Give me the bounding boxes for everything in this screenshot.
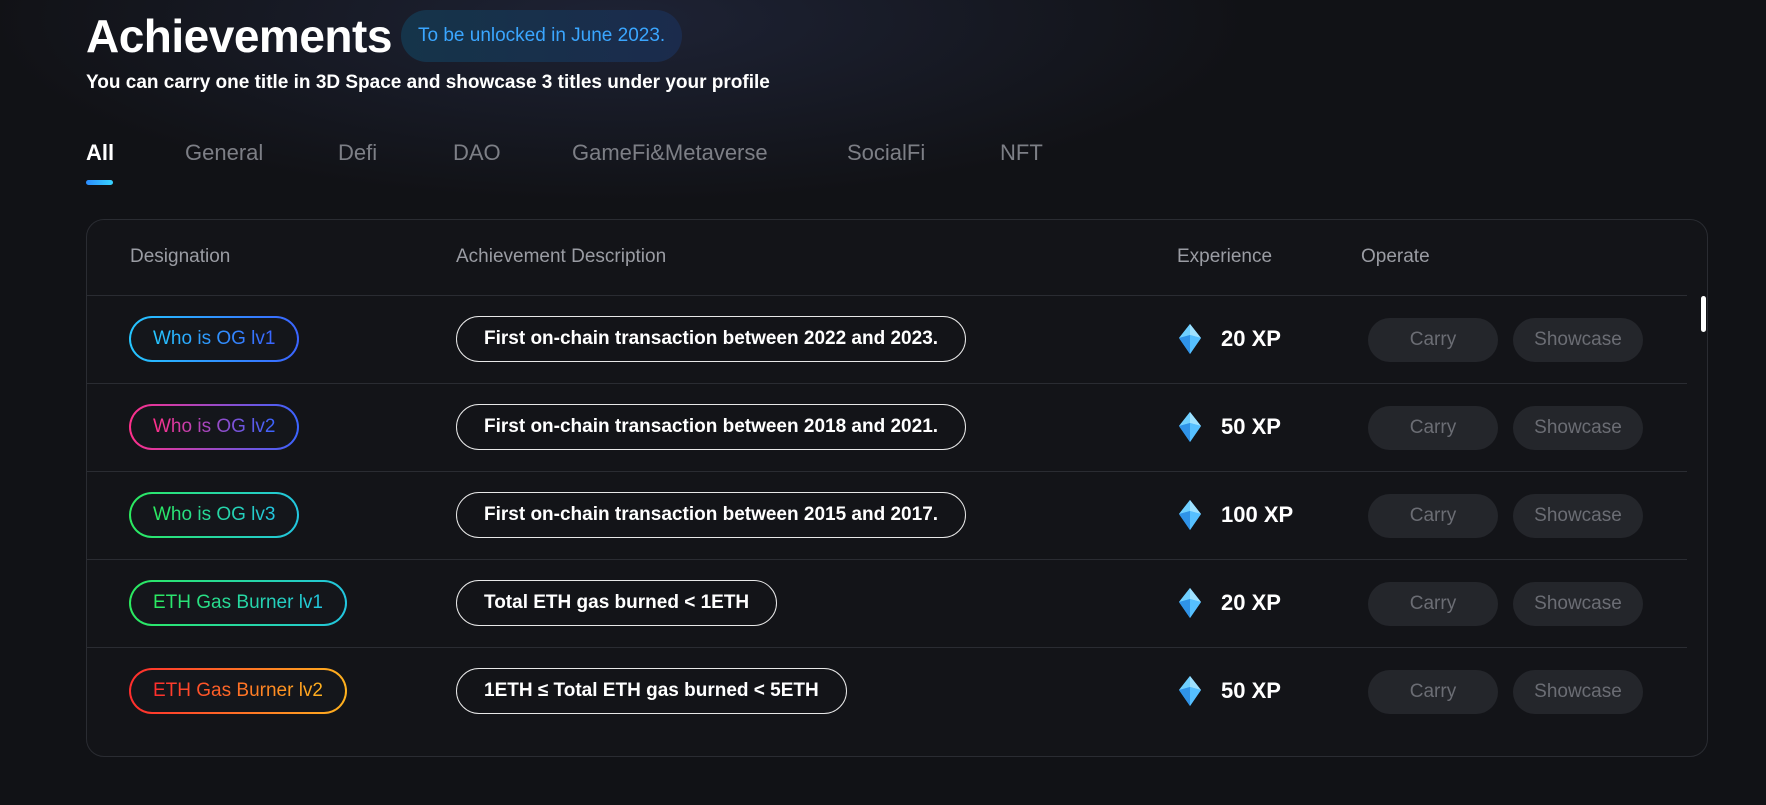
designation-badge: Who is OG lv3 [129, 492, 300, 538]
designation-badge: Who is OG lv2 [129, 404, 300, 450]
designation-label: ETH Gas Burner lv2 [153, 680, 323, 701]
experience-value: 20 XP [1221, 590, 1281, 615]
tab-general[interactable]: General [185, 140, 264, 165]
row-divider [87, 559, 1687, 560]
designation-badge: ETH Gas Burner lv2 [129, 668, 347, 714]
designation-label: Who is OG lv2 [153, 416, 276, 437]
carry-button[interactable]: Carry [1368, 494, 1498, 538]
table-row: ETH Gas Burner lv1 Total ETH gas burned … [87, 560, 1687, 648]
tab-dao[interactable]: DAO [453, 140, 501, 165]
achievement-description: First on-chain transaction between 2022 … [456, 316, 967, 362]
table-row: Who is OG lv3 First on-chain transaction… [87, 472, 1687, 560]
tab-socialfi[interactable]: SocialFi [847, 140, 926, 165]
table-row: Who is OG lv1 First on-chain transaction… [87, 296, 1687, 384]
unlock-date-badge: To be unlocked in June 2023. [401, 10, 683, 62]
table-row: ETH Gas Burner lv2 1ETH ≤ Total ETH gas … [87, 648, 1687, 736]
tab-all[interactable]: All [86, 140, 115, 165]
experience-value: 20 XP [1221, 326, 1281, 351]
header-divider [87, 295, 1687, 296]
achievement-description: Total ETH gas burned < 1ETH [456, 580, 778, 626]
carry-button[interactable]: Carry [1368, 406, 1498, 450]
tab-gamefi-metaverse[interactable]: GameFi&Metaverse [572, 140, 768, 165]
experience-value: 100 XP [1221, 502, 1294, 527]
column-header-operate: Operate [1361, 246, 1430, 267]
designation-badge: ETH Gas Burner lv1 [129, 580, 347, 626]
diamond-gem-icon [1179, 412, 1201, 442]
page-title: Achievements [86, 10, 392, 62]
designation-label: ETH Gas Burner lv1 [153, 592, 323, 613]
achievement-description: First on-chain transaction between 2015 … [456, 492, 967, 538]
designation-label: Who is OG lv3 [153, 504, 276, 525]
row-divider [87, 383, 1687, 384]
page-subtitle: You can carry one title in 3D Space and … [86, 72, 770, 93]
carry-button[interactable]: Carry [1368, 670, 1498, 714]
diamond-gem-icon [1179, 500, 1201, 530]
diamond-gem-icon [1179, 676, 1201, 706]
tab-nft[interactable]: NFT [1000, 140, 1043, 165]
showcase-button[interactable]: Showcase [1513, 582, 1643, 626]
carry-button[interactable]: Carry [1368, 582, 1498, 626]
tab-defi[interactable]: Defi [338, 140, 378, 165]
column-header-designation: Designation [130, 246, 231, 267]
table-scrollbar-thumb[interactable] [1701, 296, 1706, 332]
achievement-description: 1ETH ≤ Total ETH gas burned < 5ETH [456, 668, 847, 714]
active-tab-indicator [86, 180, 113, 185]
column-header-experience: Experience [1177, 246, 1273, 267]
experience-value: 50 XP [1221, 678, 1281, 703]
diamond-gem-icon [1179, 588, 1201, 618]
designation-label: Who is OG lv1 [153, 328, 276, 349]
showcase-button[interactable]: Showcase [1513, 406, 1643, 450]
showcase-button[interactable]: Showcase [1513, 318, 1643, 362]
showcase-button[interactable]: Showcase [1513, 494, 1643, 538]
achievements-table: Designation Achievement Description Expe… [86, 219, 1708, 757]
row-divider [87, 647, 1687, 648]
table-row: Who is OG lv2 First on-chain transaction… [87, 384, 1687, 472]
designation-badge: Who is OG lv1 [129, 316, 300, 362]
achievement-description: First on-chain transaction between 2018 … [456, 404, 967, 450]
column-header-description: Achievement Description [456, 246, 667, 267]
carry-button[interactable]: Carry [1368, 318, 1498, 362]
row-divider [87, 471, 1687, 472]
experience-value: 50 XP [1221, 414, 1281, 439]
showcase-button[interactable]: Showcase [1513, 670, 1643, 714]
diamond-gem-icon [1179, 324, 1201, 354]
